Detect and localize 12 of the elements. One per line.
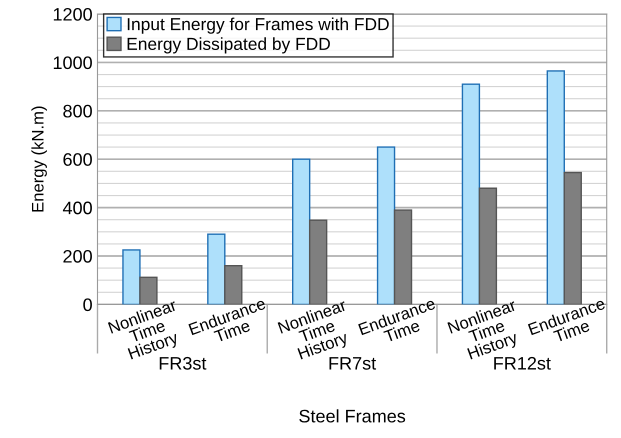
y-axis-title: Energy (kN.m)	[31, 106, 47, 212]
y-tick-label: 200	[63, 250, 92, 263]
y-tick-label: 400	[62, 202, 92, 214]
y-tick-label: 800	[63, 104, 92, 118]
y-tick-label: 0	[83, 298, 92, 312]
y-tick-label: 1000	[54, 56, 92, 70]
legend-label: Energy Dissipated by FDD	[128, 37, 330, 54]
y-tick-label: 1200	[54, 8, 92, 21]
x-axis-title: Steel Frames	[299, 409, 406, 423]
text: FR7st	[330, 357, 376, 370]
legend-label: Input Energy for Frames with FDD	[128, 18, 389, 34]
y-tick-label: 600	[63, 153, 92, 166]
